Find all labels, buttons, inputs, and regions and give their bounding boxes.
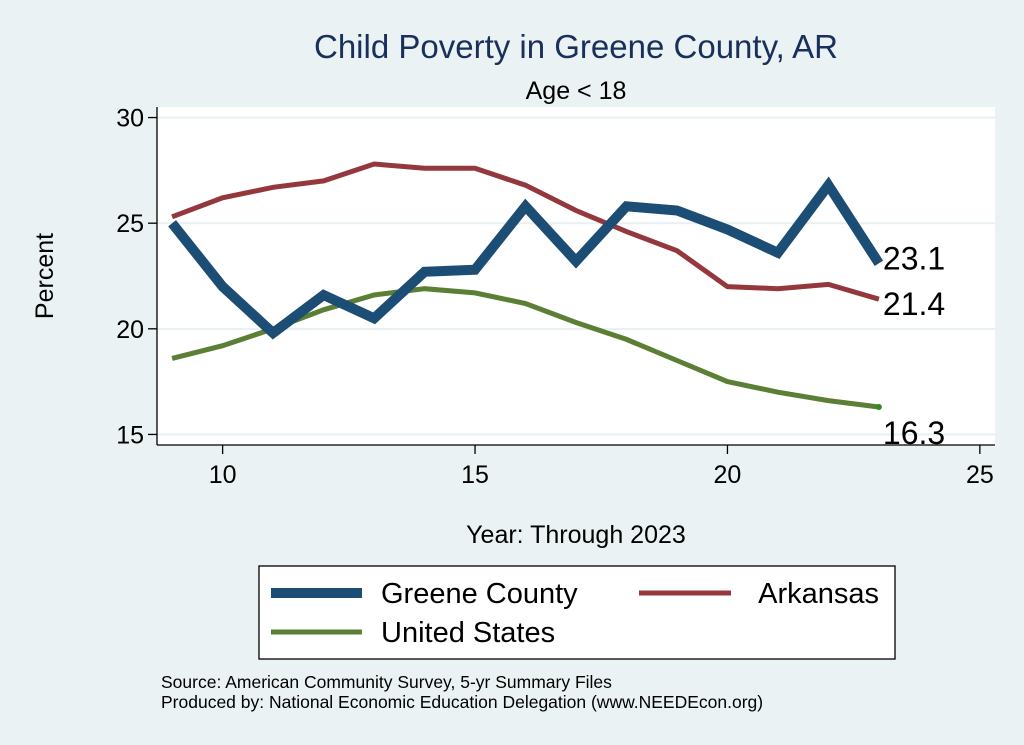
x-axis-label: Year: Through 2023	[466, 521, 686, 549]
y-tick-label: 20	[116, 316, 144, 344]
y-tick-label: 30	[116, 105, 144, 133]
series-line-arkansas	[171, 161, 880, 302]
source-note: Source: American Community Survey, 5-yr …	[161, 672, 612, 692]
legend-label-arkansas: Arkansas	[758, 578, 879, 610]
us-end-marker	[875, 403, 882, 410]
series-line-greene-county	[168, 176, 884, 340]
plot-area	[157, 107, 995, 445]
end-labels: 23.1 21.4 16.3	[883, 240, 945, 451]
y-ticks: 15 20 25 30	[116, 105, 157, 449]
y-tick-label: 15	[116, 421, 144, 449]
y-axis-label: Percent	[31, 233, 59, 319]
x-tick-label: 15	[461, 461, 489, 489]
end-label-arkansas: 21.4	[883, 286, 945, 322]
legend-box	[258, 565, 896, 660]
x-ticks: 10 15 20 25	[209, 445, 994, 489]
chart-title: Child Poverty in Greene County, AR	[314, 28, 838, 65]
legend: Greene County Arkansas United States	[271, 578, 879, 649]
x-tick-label: 25	[966, 461, 994, 489]
x-tick-label: 10	[209, 461, 237, 489]
chart-subtitle: Age < 18	[526, 77, 627, 105]
gridlines	[157, 116, 995, 436]
x-tick-label: 20	[714, 461, 742, 489]
axes	[156, 107, 995, 446]
end-label-united-states: 16.3	[883, 415, 945, 451]
y-tick-label: 25	[116, 210, 144, 238]
end-label-greene-county: 23.1	[883, 240, 945, 276]
legend-label-greene-county: Greene County	[381, 578, 578, 610]
legend-label-united-states: United States	[381, 617, 555, 649]
series-group	[168, 161, 884, 410]
producer-note: Produced by: National Economic Education…	[161, 692, 763, 712]
